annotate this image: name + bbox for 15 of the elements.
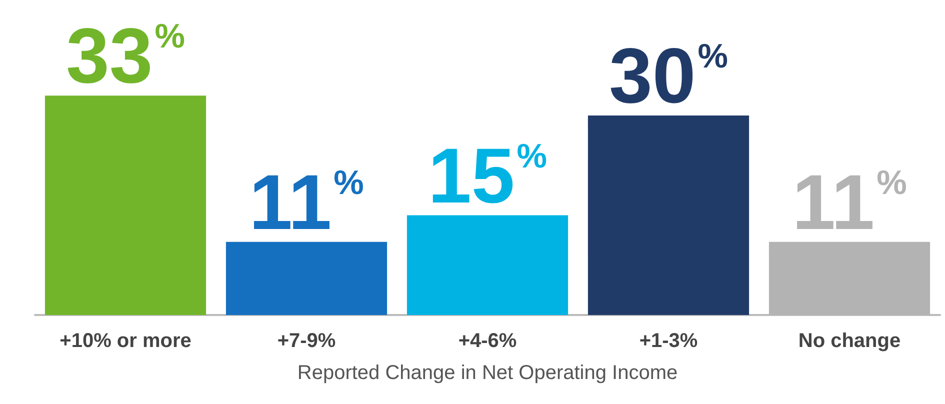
data-label: 33% [66,12,185,100]
data-label: 11% [249,158,364,246]
x-axis-title: Reported Change in Net Operating Income [297,362,678,384]
x-tick-label: +4-6% [458,330,517,352]
bar [44,96,206,315]
bar [406,215,568,315]
bar [226,242,388,315]
bar [588,116,750,315]
x-tick-label: No change [798,330,901,352]
x-tick-label: +7-9% [277,330,336,352]
x-tick-label: +10% or more [60,330,192,352]
x-tick-label: +1-3% [639,330,698,352]
data-label: 11% [792,158,907,246]
data-label: 30% [609,32,728,120]
data-label: 15% [428,131,547,220]
